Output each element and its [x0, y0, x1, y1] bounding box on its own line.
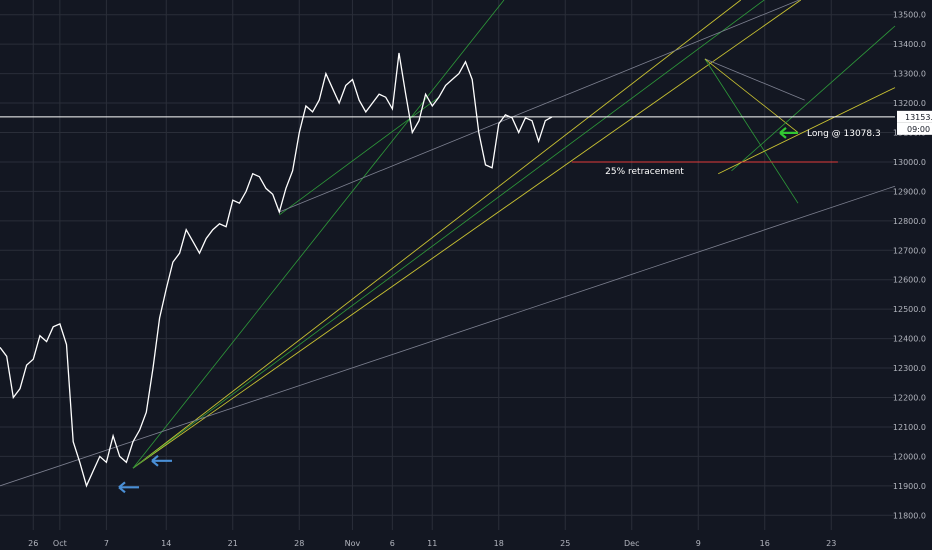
x-tick-label: 26	[28, 539, 38, 548]
price-badge-label: 13153.2	[905, 113, 932, 122]
x-axis: 26 Oct 7 14 21 28 Nov 6 11 18 25 Dec 9 16 23	[28, 539, 836, 548]
trade-note-label: Long @ 13078.3	[807, 129, 881, 139]
price-badge: 13153.2 09:00	[897, 110, 932, 135]
x-tick-label: 11	[427, 539, 437, 548]
x-tick-label: 21	[228, 539, 238, 548]
fan-line-yellow	[132, 0, 802, 469]
y-tick-label: 12800.0	[893, 217, 926, 226]
fan-line-yellow	[132, 0, 742, 469]
x-tick-label: 16	[760, 539, 770, 548]
arrow-head	[118, 481, 126, 494]
price-series-line	[0, 52, 553, 488]
y-tick-label: 11800.0	[893, 511, 926, 520]
arrow-head	[151, 454, 159, 467]
y-tick-label: 12200.0	[893, 394, 926, 403]
countdown-badge-label: 09:00	[907, 125, 930, 134]
arrow-left-icon-blue	[151, 454, 172, 467]
annotations: 25% retracement Long @ 13078.3	[118, 127, 881, 494]
x-tick-label: Oct	[53, 539, 67, 548]
trend-line-gray	[279, 0, 800, 213]
grid-lines	[0, 0, 895, 530]
x-tick-label: 6	[390, 539, 395, 548]
countdown-badge-box	[897, 122, 932, 135]
fan-line-green	[132, 0, 505, 469]
x-tick-label: 25	[560, 539, 570, 548]
trend-line-gray	[0, 185, 896, 487]
fan-line-green	[132, 0, 765, 469]
y-tick-label: 12700.0	[893, 246, 926, 255]
x-tick-label: 14	[161, 539, 171, 548]
fan-line-yellow	[718, 87, 896, 175]
y-tick-label: 13200.0	[893, 99, 926, 108]
y-tick-label: 12400.0	[893, 335, 926, 344]
x-tick-label: 7	[104, 539, 109, 548]
y-tick-label: 12100.0	[893, 423, 926, 432]
price-badge-box	[897, 110, 932, 123]
y-tick-label: 12900.0	[893, 187, 926, 196]
y-tick-label: 13000.0	[893, 158, 926, 167]
y-tick-label: 13300.0	[893, 70, 926, 79]
fan-line-green	[731, 25, 896, 172]
fan-line-yellow	[704, 58, 799, 133]
y-tick-label: 12000.0	[893, 452, 926, 461]
x-tick-label: 18	[494, 539, 504, 548]
y-tick-label: 13500.0	[893, 11, 926, 20]
y-tick-label: 12300.0	[893, 364, 926, 373]
arrow-left-icon-blue	[118, 481, 139, 494]
x-tick-label: 28	[294, 539, 304, 548]
fan-line-gray	[704, 58, 805, 101]
x-tick-label: 23	[826, 539, 836, 548]
y-tick-label: 11900.0	[893, 482, 926, 491]
x-tick-label: Nov	[345, 539, 361, 548]
x-tick-label: Dec	[624, 539, 639, 548]
y-axis: 11800.0 11900.0 12000.0 12100.0 12200.0 12300…	[893, 11, 926, 521]
y-tick-label: 12500.0	[893, 305, 926, 314]
y-tick-label: 13400.0	[893, 40, 926, 49]
fan-line-green	[704, 58, 799, 204]
x-tick-label: 9	[696, 539, 701, 548]
retracement-label: 25% retracement	[605, 167, 684, 177]
y-tick-label: 12600.0	[893, 276, 926, 285]
arrow-left-icon-green	[779, 127, 798, 139]
arrow-head	[779, 127, 787, 139]
